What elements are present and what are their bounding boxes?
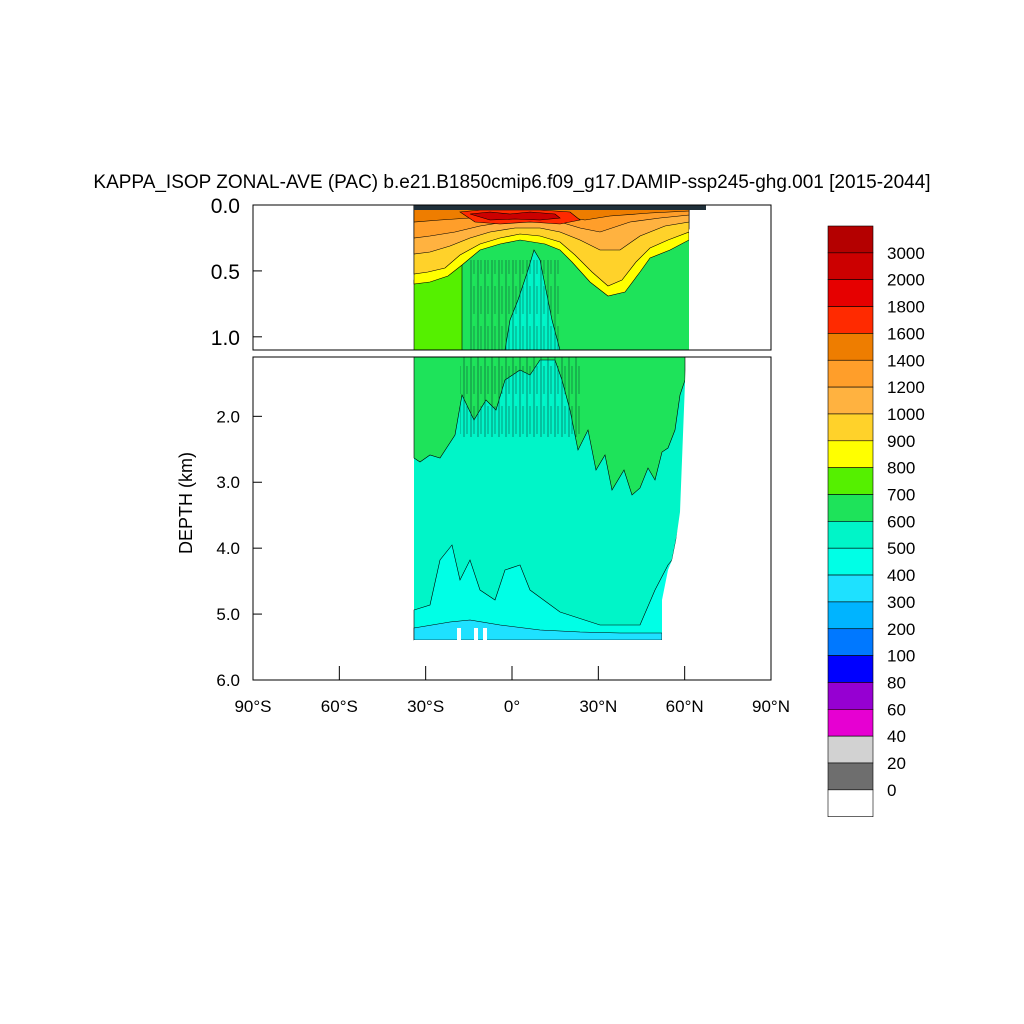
colorbar-swatch [827,628,874,656]
y-tick-label-lower: 2.0 [216,407,240,426]
colorbar-swatch [827,359,874,388]
colorbar-swatch [827,708,874,737]
axes-group: 90°S 60°S 30°S 0° 30°N 60°N 90°N 0.0 0.5 1.0 2.0 3.… [211,195,790,716]
colorbar-swatch [827,789,874,817]
colorbar-swatch [827,279,874,307]
colorbar-label: 100 [887,647,915,666]
below-floor [414,640,674,680]
y-tick-label-upper: 0.5 [211,261,240,284]
lower-panel-field [413,357,771,680]
chart-title: KAPPA_ISOP ZONAL-AVE (PAC) b.e21.B1850cm… [93,172,931,193]
y-tick-label-lower: 3.0 [216,473,240,492]
colorbar-swatch [827,574,874,603]
colorbar: 3000200018001600140012001000900800700600… [827,225,925,817]
land-right-upper [689,210,771,350]
gap-3 [483,628,487,640]
colorbar-label: 200 [887,620,915,639]
upper-panel-field [413,205,771,350]
colorbar-label: 800 [887,459,915,478]
colorbar-swatch [827,682,874,710]
land-right-lower [662,357,771,680]
x-tick-label: 60°S [321,697,358,716]
colorbar-label: 500 [887,539,915,558]
colorbar-swatch [827,252,874,281]
colorbar-swatch [827,521,874,549]
colorbar-label: 900 [887,432,915,451]
y-tick-label-lower: 4.0 [216,539,240,558]
upper-panel-frame [252,204,772,351]
x-tick-label: 30°N [579,697,617,716]
y-tick-label-lower: 6.0 [216,671,240,690]
colorbar-label: 1400 [887,351,925,370]
colorbar-label: 300 [887,593,915,612]
colorbar-swatch [827,467,874,495]
equatorial-streaks-upper [470,260,560,350]
x-tick-label: 90°S [234,697,271,716]
colorbar-label: 1800 [887,298,925,317]
colorbar-label: 0 [887,781,896,800]
gap-2 [474,628,478,640]
colorbar-label: 2000 [887,271,925,290]
y-tick-label-upper: 1.0 [211,327,240,350]
colorbar-label: 3000 [887,244,925,263]
colorbar-swatch [827,547,874,576]
colorbar-label: 20 [887,754,906,773]
colorbar-swatch [827,440,874,468]
colorbar-swatch [827,762,874,791]
x-tick-label: 60°N [666,697,704,716]
colorbar-label: 700 [887,486,915,505]
colorbar-swatch [827,735,874,764]
colorbar-label: 1600 [887,324,925,343]
colorbar-label: 40 [887,727,906,746]
colorbar-label: 1000 [887,405,925,424]
x-tick-label: 0° [504,697,520,716]
colorbar-label: 1200 [887,378,925,397]
colorbar-label: 600 [887,512,915,531]
colorbar-label: 80 [887,673,906,692]
y-tick-label-lower: 5.0 [216,605,240,624]
colorbar-swatch [827,601,874,630]
y-tick-label-upper: 0.0 [211,195,240,218]
colorbar-swatch [827,413,874,442]
colorbar-swatch [827,494,874,522]
surface-strip [414,205,706,210]
colorbar-swatch [827,333,874,361]
colorbar-swatch [827,655,874,683]
colorbar-swatch [827,225,874,254]
x-tick-label: 30°S [407,697,444,716]
x-tick-label: 90°N [752,697,790,716]
colorbar-label: 400 [887,566,915,585]
colorbar-label: 60 [887,700,906,719]
y-axis-label: DEPTH (km) [176,452,196,554]
colorbar-swatch [827,306,874,334]
colorbar-swatch [827,386,874,415]
gap-1 [457,628,461,640]
zone-3000-core [469,211,561,221]
equatorial-streaks-lower [460,357,580,437]
